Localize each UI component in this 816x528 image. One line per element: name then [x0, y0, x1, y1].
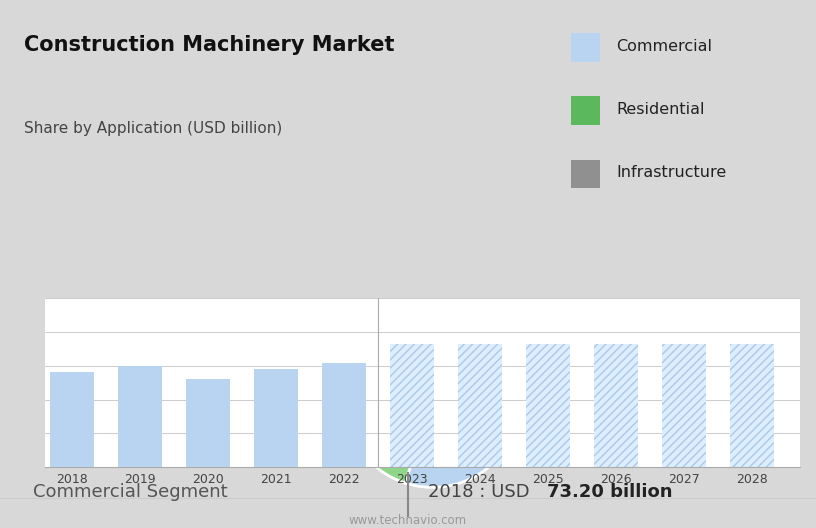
Bar: [390, 344, 434, 467]
Bar: [458, 344, 502, 467]
Bar: [594, 344, 638, 467]
FancyBboxPatch shape: [571, 97, 600, 125]
Bar: [730, 344, 774, 467]
Wedge shape: [405, 310, 521, 487]
Bar: [390, 344, 434, 467]
Bar: [254, 369, 298, 467]
Bar: [458, 344, 502, 467]
Text: Commercial Segment: Commercial Segment: [33, 483, 228, 501]
Text: Infrastructure: Infrastructure: [616, 165, 726, 180]
Bar: [662, 344, 706, 467]
Bar: [186, 379, 230, 467]
Text: Share by Application (USD billion): Share by Application (USD billion): [24, 121, 282, 136]
Bar: [526, 344, 570, 467]
Text: www.technavio.com: www.technavio.com: [349, 514, 467, 527]
Text: 2018 : USD: 2018 : USD: [428, 483, 536, 501]
Text: Commercial: Commercial: [616, 39, 712, 53]
FancyBboxPatch shape: [571, 33, 600, 62]
Bar: [118, 366, 162, 467]
Bar: [50, 372, 94, 467]
Text: 73.20 billion: 73.20 billion: [547, 483, 672, 501]
Bar: [322, 363, 366, 467]
Text: Residential: Residential: [616, 102, 704, 117]
Bar: [730, 344, 774, 467]
Bar: [526, 344, 570, 467]
FancyBboxPatch shape: [571, 159, 600, 188]
Wedge shape: [361, 310, 432, 369]
Text: Construction Machinery Market: Construction Machinery Market: [24, 34, 395, 54]
Bar: [594, 344, 638, 467]
Wedge shape: [344, 346, 417, 483]
Bar: [662, 344, 706, 467]
